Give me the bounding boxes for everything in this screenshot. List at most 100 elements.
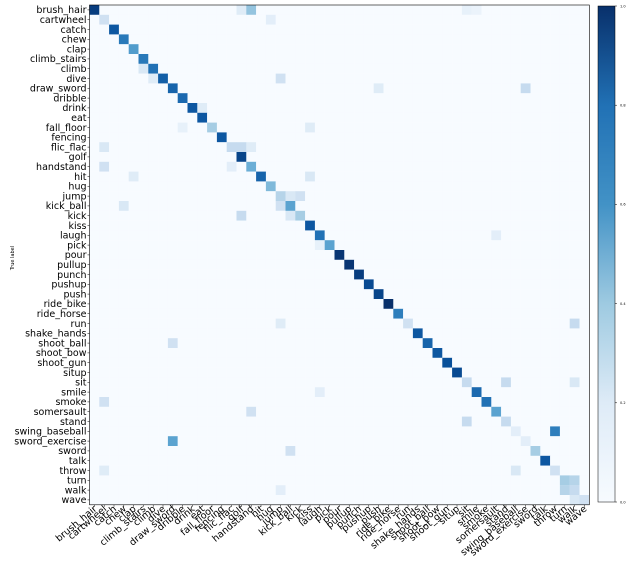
cell-kiss-turn <box>559 220 570 231</box>
cell-ride_horse-pour <box>334 308 345 319</box>
cell-clap-kick <box>295 44 306 55</box>
cell-catch-stand <box>501 24 512 35</box>
cell-throw-brush_hair <box>89 465 100 476</box>
cell-sword-somersault <box>491 446 502 456</box>
cell-kick-cartwheel <box>99 210 110 221</box>
cell-sword_exercise-shoot_bow <box>432 436 443 447</box>
cell-climb-wave <box>579 63 590 74</box>
cell-fall_floor-handstand <box>246 122 257 133</box>
cell-sword_exercise-push <box>373 436 384 447</box>
cell-laugh-punch <box>354 230 365 241</box>
cell-ride_bike-eat <box>197 299 208 309</box>
cell-shoot_ball-walk <box>569 338 580 349</box>
cell-jump-climb <box>148 191 159 202</box>
cell-kiss-draw_sword <box>167 220 178 231</box>
cell-chew-fall_floor <box>207 34 218 45</box>
cell-walk-walk <box>569 485 580 496</box>
cell-turn-drink <box>187 475 198 486</box>
cell-golf-pour <box>334 152 345 162</box>
cell-shake_hands-talk <box>540 328 551 339</box>
cell-jump-handstand <box>246 191 257 202</box>
cell-dive-pullup <box>344 73 355 84</box>
cell-brush_hair-smoke <box>481 5 492 15</box>
cell-handstand-drink <box>187 161 198 172</box>
cell-drink-pour <box>334 103 345 113</box>
cell-pour-talk <box>540 250 551 260</box>
cell-catch-chew <box>118 24 129 35</box>
cell-dive-shoot_gun <box>442 73 453 84</box>
cell-walk-hit <box>256 485 267 496</box>
cell-shoot_ball-sword <box>530 338 541 349</box>
cell-hug-flic_flac <box>226 181 237 192</box>
cell-smile-climb_stairs <box>138 387 149 398</box>
cell-turn-shoot_gun <box>442 475 453 486</box>
cell-cartwheel-shake_hands <box>412 14 423 25</box>
cell-draw_sword-fall_floor <box>207 83 218 94</box>
cell-hit-shoot_ball <box>422 171 433 182</box>
cell-shoot_ball-hug <box>265 338 276 349</box>
cell-sword-ride_horse <box>393 446 404 456</box>
cell-golf-kick_ball <box>285 152 296 162</box>
cell-talk-drink <box>187 455 198 466</box>
cell-pushup-ride_bike <box>383 279 394 290</box>
cell-draw_sword-walk <box>569 83 580 94</box>
cell-turn-kiss <box>305 475 316 486</box>
cell-hug-smile <box>471 181 482 192</box>
cell-shoot_ball-kick_ball <box>285 338 296 349</box>
cell-golf-walk <box>569 152 580 162</box>
cell-ride_bike-draw_sword <box>167 299 178 309</box>
cell-climb_stairs-push <box>373 54 384 64</box>
cell-climb-draw_sword <box>167 63 178 74</box>
cell-hug-sword_exercise <box>520 181 531 192</box>
cell-sword-catch <box>109 446 120 456</box>
cell-throw-swing_baseball <box>510 465 521 476</box>
cell-flic_flac-climb <box>148 142 159 153</box>
cell-climb-stand <box>501 63 512 74</box>
cell-sword-laugh <box>314 446 325 456</box>
cell-sword_exercise-ride_bike <box>383 436 394 447</box>
cell-pour-swing_baseball <box>510 250 521 260</box>
cell-draw_sword-hit <box>256 83 267 94</box>
cell-golf-sword <box>530 152 541 162</box>
cell-dive-cartwheel <box>99 73 110 84</box>
cell-handstand-ride_horse <box>393 161 404 172</box>
cell-eat-throw <box>550 112 561 123</box>
cell-push-shoot_gun <box>442 289 453 300</box>
cell-punch-pullup <box>344 269 355 280</box>
cell-drink-clap <box>128 103 139 113</box>
cell-pushup-climb_stairs <box>138 279 149 290</box>
cell-ride_horse-draw_sword <box>167 308 178 319</box>
cell-run-situp <box>452 318 463 329</box>
cell-sword-eat <box>197 446 208 456</box>
cell-turn-clap <box>128 475 139 486</box>
cell-shake_hands-hug <box>265 328 276 339</box>
cell-fencing-laugh <box>314 132 325 143</box>
cell-shake_hands-smile <box>471 328 482 339</box>
cell-draw_sword-throw <box>550 83 561 94</box>
cell-sword-pour <box>334 446 345 456</box>
cell-handstand-flic_flac <box>226 161 237 172</box>
cell-pick-throw <box>550 240 561 251</box>
cell-sword_exercise-ride_horse <box>393 436 404 447</box>
cell-situp-catch <box>109 367 120 378</box>
cell-run-pick <box>324 318 335 329</box>
cell-throw-hug <box>265 465 276 476</box>
cell-drink-flic_flac <box>226 103 237 113</box>
cell-climb_stairs-shoot_ball <box>422 54 433 64</box>
cell-wave-kick_ball <box>285 495 296 505</box>
cell-pick-flic_flac <box>226 240 237 251</box>
cell-shoot_gun-sit <box>461 357 472 368</box>
cell-ride_bike-pour <box>334 299 345 309</box>
cell-push-kiss <box>305 289 316 300</box>
cell-shake_hands-push <box>373 328 384 339</box>
cell-jump-run <box>403 191 414 202</box>
cell-climb-ride_bike <box>383 63 394 74</box>
cell-shoot_ball-shoot_ball <box>422 338 433 349</box>
cell-walk-run <box>403 485 414 496</box>
cell-kick-smoke <box>481 210 492 221</box>
cell-sword-smoke <box>481 446 492 456</box>
cell-kiss-punch <box>354 220 365 231</box>
cell-sit-climb <box>148 377 159 388</box>
cell-swing_baseball-ride_horse <box>393 426 404 437</box>
cell-run-wave <box>579 318 590 329</box>
